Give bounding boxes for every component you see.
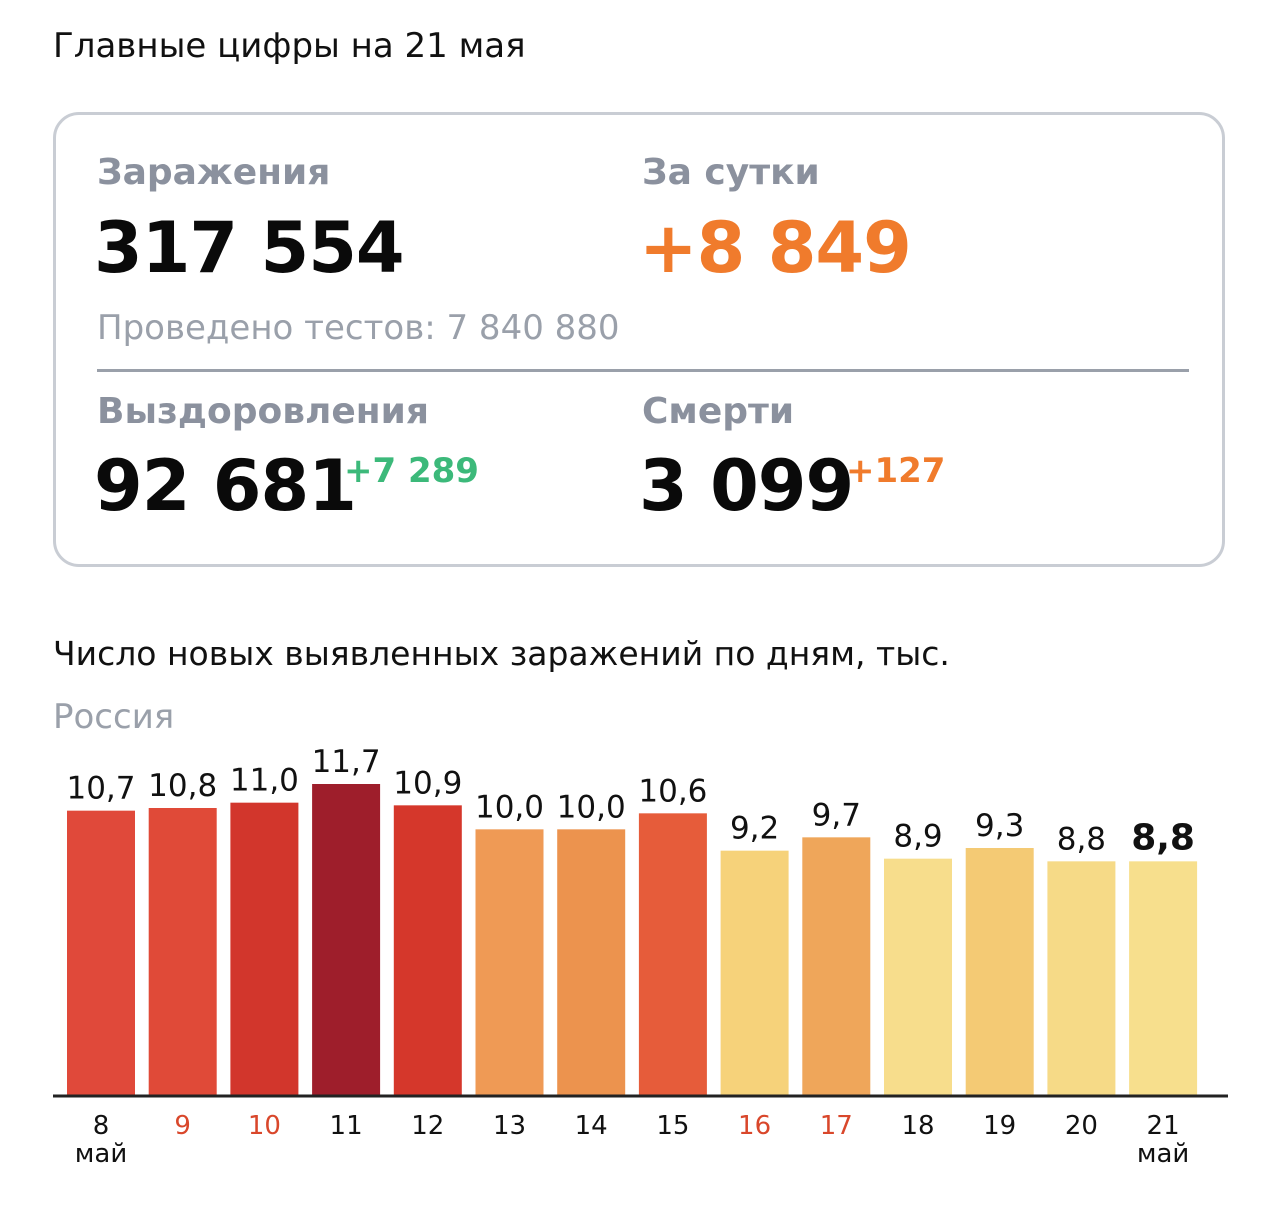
tick-label-19: 19 <box>983 1111 1016 1141</box>
value-label-16: 9,2 <box>730 811 779 847</box>
value-label-20: 8,8 <box>1057 821 1106 857</box>
tick-label-18: 18 <box>901 1111 934 1141</box>
chart-subtitle: Россия <box>53 697 175 737</box>
value-label-14: 10,0 <box>557 789 626 825</box>
tick-label-12: 12 <box>411 1111 444 1141</box>
bar-9 <box>148 808 217 1096</box>
divider <box>97 369 1189 372</box>
tick-label-10: 10 <box>248 1111 281 1141</box>
bar-13 <box>475 829 544 1096</box>
bar-17 <box>802 837 871 1096</box>
tick-label-14: 14 <box>575 1111 608 1141</box>
month-label-8: май <box>75 1139 127 1169</box>
tick-label-13: 13 <box>493 1111 526 1141</box>
infections-label: Заражения <box>97 152 331 193</box>
deaths-label: Смерти <box>642 391 795 432</box>
bar-19 <box>965 848 1034 1096</box>
bar-14 <box>557 829 626 1096</box>
bar-20 <box>1047 861 1116 1096</box>
value-label-10: 11,0 <box>230 763 299 799</box>
tick-label-17: 17 <box>820 1111 853 1141</box>
recoveries-label: Выздоровления <box>97 391 429 432</box>
value-label-15: 10,6 <box>638 773 707 809</box>
value-label-21: 8,8 <box>1131 817 1195 858</box>
month-label-21: май <box>1137 1139 1189 1169</box>
tick-label-8: 8 <box>93 1111 110 1141</box>
tests-count: Проведено тестов: 7 840 880 <box>97 308 620 348</box>
daily-label: За сутки <box>642 152 820 193</box>
value-label-12: 10,9 <box>393 765 462 801</box>
tick-label-9: 9 <box>174 1111 191 1141</box>
bar-21 <box>1129 861 1198 1096</box>
tick-label-21: 21 <box>1147 1111 1180 1141</box>
bar-12 <box>393 805 462 1096</box>
bar-8 <box>67 810 135 1096</box>
value-label-19: 9,3 <box>975 808 1024 844</box>
deaths-value: 3 099 <box>639 445 854 527</box>
value-label-11: 11,7 <box>312 744 381 780</box>
stats-card: Заражения 317 554 За сутки +8 849 Провед… <box>53 112 1225 567</box>
value-label-13: 10,0 <box>475 789 544 825</box>
value-label-8: 10,7 <box>66 771 135 807</box>
deaths-delta: +127 <box>846 451 946 491</box>
recoveries-value: 92 681 <box>94 445 357 527</box>
bar-15 <box>638 813 707 1096</box>
bar-chart: 10,78май10,8911,01011,71110,91210,01310,… <box>53 744 1228 1169</box>
bar-18 <box>884 858 952 1096</box>
value-label-17: 9,7 <box>812 797 861 833</box>
bar-10 <box>230 802 299 1096</box>
tick-label-20: 20 <box>1065 1111 1098 1141</box>
bar-11 <box>312 784 381 1096</box>
chart-title: Число новых выявленных заражений по дням… <box>53 634 950 673</box>
tick-label-11: 11 <box>330 1111 363 1141</box>
page-title: Главные цифры на 21 мая <box>53 26 526 66</box>
daily-value: +8 849 <box>639 207 912 289</box>
bar-16 <box>720 850 789 1096</box>
tick-label-15: 15 <box>656 1111 689 1141</box>
value-label-18: 8,9 <box>893 819 942 855</box>
value-label-9: 10,8 <box>148 768 217 804</box>
recoveries-delta: +7 289 <box>344 451 479 491</box>
infections-value: 317 554 <box>94 207 405 289</box>
tick-label-16: 16 <box>738 1111 771 1141</box>
